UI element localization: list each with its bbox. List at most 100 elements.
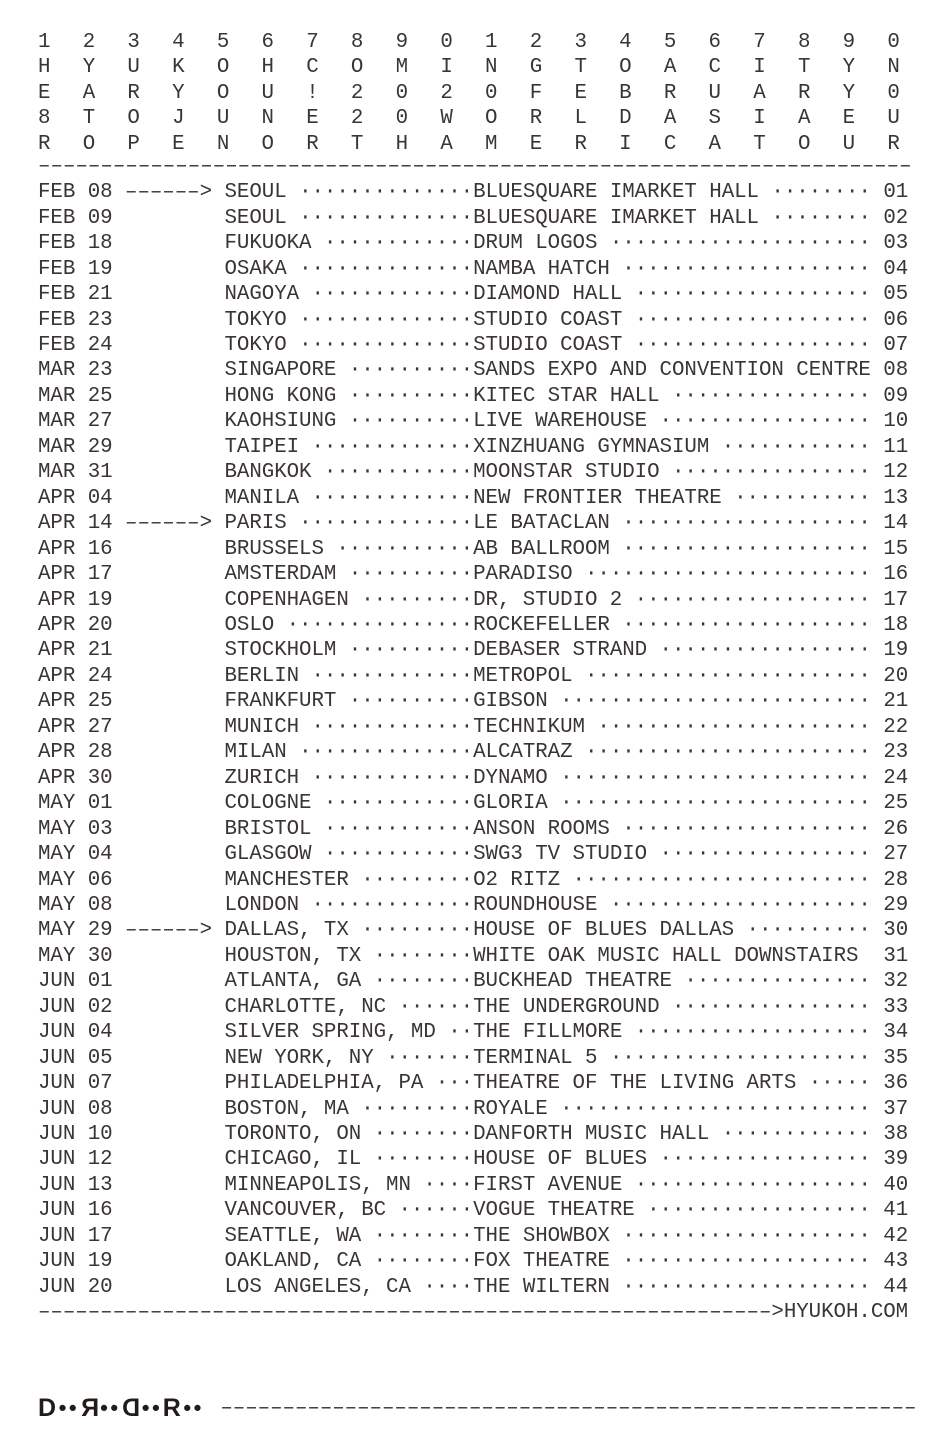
tour-date-row: MAR 31 BANGKOK ············MOONSTAR STUD… xyxy=(38,460,912,485)
header-grid-char: O xyxy=(485,107,498,131)
show-city: DALLAS, TX xyxy=(224,919,362,943)
show-date: MAR 27 xyxy=(38,410,126,434)
leg-start-arrow xyxy=(125,818,224,841)
show-number: 39 xyxy=(883,1148,909,1172)
show-venue: BUCKHEAD THEATRE xyxy=(473,970,672,994)
show-city: MANCHESTER xyxy=(224,868,362,892)
dot-leader: ············· xyxy=(311,766,474,790)
show-number: 36 xyxy=(883,1072,909,1096)
tour-date-row: APR 20 OSLO ···············ROCKEFELLER ·… xyxy=(38,613,912,638)
tour-date-row: JUN 07 PHILADELPHIA, PA ···THEATRE OF TH… xyxy=(38,1071,912,1096)
show-number: 38 xyxy=(883,1123,909,1147)
show-venue: LIVE WAREHOUSE xyxy=(473,410,648,434)
show-date: JUN 10 xyxy=(38,1123,126,1147)
header-grid-char: A xyxy=(797,107,811,131)
dot-leader: ········· xyxy=(361,588,474,612)
show-number: 26 xyxy=(883,817,909,841)
header-grid-char: 9 xyxy=(395,31,409,54)
show-venue: THEATRE OF THE LIVING ARTS xyxy=(473,1072,797,1096)
website-link[interactable]: HYUKOH.COM xyxy=(783,1301,909,1325)
dot-leader: ··· xyxy=(435,1072,474,1096)
show-city: HOUSTON, TX xyxy=(224,944,374,968)
show-number: 13 xyxy=(883,486,909,510)
tour-date-row: JUN 16 VANCOUVER, BC ······VOGUE THEATRE… xyxy=(38,1198,912,1223)
header-grid-char: R xyxy=(38,132,51,156)
header-grid-row: 1 2 3 4 5 6 7 8 9 0 1 2 3 4 5 6 7 8 9 0 xyxy=(38,30,912,55)
leg-start-arrow xyxy=(125,843,224,866)
dot-leader: ········ xyxy=(373,1123,474,1147)
leg-start-arrow xyxy=(125,309,224,332)
leg-start-arrow xyxy=(125,894,224,917)
dot-leader: ················· xyxy=(647,843,884,867)
show-venue: THE UNDERGROUND xyxy=(473,995,660,1019)
tour-date-row: APR 19 COPENHAGEN ·········DR, STUDIO 2 … xyxy=(38,588,912,613)
show-date: JUN 08 xyxy=(38,1097,126,1121)
show-venue: ANSON ROOMS xyxy=(473,817,610,841)
show-date: MAY 04 xyxy=(38,843,126,867)
show-venue: DRUM LOGOS xyxy=(473,232,598,256)
show-date: JUN 04 xyxy=(38,1021,126,1045)
show-number: 17 xyxy=(883,588,909,612)
tour-date-row: FEB 23 TOKYO ··············STUDIO COAST … xyxy=(38,308,912,333)
leg-start-arrow xyxy=(125,1072,224,1095)
tour-date-row: FEB 24 TOKYO ··············STUDIO COAST … xyxy=(38,333,912,358)
header-grid-char: E xyxy=(38,81,51,105)
show-number: 12 xyxy=(883,461,909,485)
show-date: JUN 01 xyxy=(38,970,126,994)
tour-date-row: JUN 20 LOS ANGELES, CA ····THE WILTERN ·… xyxy=(38,1275,912,1300)
header-grid-char: T xyxy=(82,107,96,131)
leg-start-arrow xyxy=(125,538,224,561)
show-venue: HOUSE OF BLUES xyxy=(473,1148,648,1172)
leg-start-arrow xyxy=(125,563,224,586)
leg-start-arrow xyxy=(125,232,224,255)
leg-start-arrow xyxy=(125,741,224,764)
dot-leader: ·········· xyxy=(734,919,884,943)
dot-leader: ··········· xyxy=(336,537,474,561)
show-date: FEB 18 xyxy=(38,232,126,256)
show-number: 34 xyxy=(883,1021,909,1045)
show-city: TORONTO, ON xyxy=(224,1123,374,1147)
header-grid-char: O xyxy=(216,56,230,80)
show-number: 30 xyxy=(883,919,909,943)
dot-leader: ··············· xyxy=(671,970,884,994)
leg-start-arrow xyxy=(125,716,224,739)
header-grid-char: O xyxy=(261,132,274,156)
show-date: FEB 09 xyxy=(38,206,126,230)
show-venue: DEBASER STRAND xyxy=(473,639,648,663)
show-city: STOCKHOLM xyxy=(224,639,349,663)
dot-leader: ················ xyxy=(659,995,884,1019)
header-grid-char: 0 xyxy=(395,107,409,131)
header-grid-char: A xyxy=(663,56,677,80)
show-number: 01 xyxy=(883,181,909,205)
show-date: FEB 21 xyxy=(38,283,126,307)
show-city: LONDON xyxy=(224,893,312,917)
header-grid-char: 3 xyxy=(574,31,587,54)
tour-date-row: MAY 29 ––––––> DALLAS, TX ·········HOUSE… xyxy=(38,918,912,943)
dot-leader: ···················· xyxy=(609,1275,884,1299)
dot-leader: ····· xyxy=(796,1072,884,1096)
logo-dot-pair: ●● xyxy=(99,1399,121,1416)
header-grid-char: 8 xyxy=(38,107,51,131)
show-number: 08 xyxy=(883,359,909,383)
leg-start-arrow: ––––––> xyxy=(125,512,225,536)
show-city: MANILA xyxy=(224,486,312,510)
leg-start-arrow xyxy=(125,1148,224,1171)
leg-start-arrow xyxy=(125,1199,224,1222)
header-grid-char: N xyxy=(485,56,498,80)
show-venue: FIRST AVENUE xyxy=(473,1173,623,1197)
dot-leader: ·············· xyxy=(299,308,474,332)
show-city: OAKLAND, CA xyxy=(224,1250,374,1274)
show-venue: GLORIA xyxy=(473,792,548,816)
logo-dot-pair: ●● xyxy=(141,1399,162,1416)
show-date: MAY 03 xyxy=(38,817,126,841)
header-grid-char: O xyxy=(619,56,632,80)
tour-date-row: APR 14 ––––––> PARIS ··············LE BA… xyxy=(38,511,912,536)
show-venue: DYNAMO xyxy=(473,766,548,790)
show-venue: DR, STUDIO 2 xyxy=(473,588,623,612)
show-date: APR 16 xyxy=(38,537,126,561)
header-grid-char: U xyxy=(887,107,900,131)
show-number: 11 xyxy=(883,435,909,459)
show-number: 03 xyxy=(883,232,909,256)
show-venue: AB BALLROOM xyxy=(473,537,610,561)
